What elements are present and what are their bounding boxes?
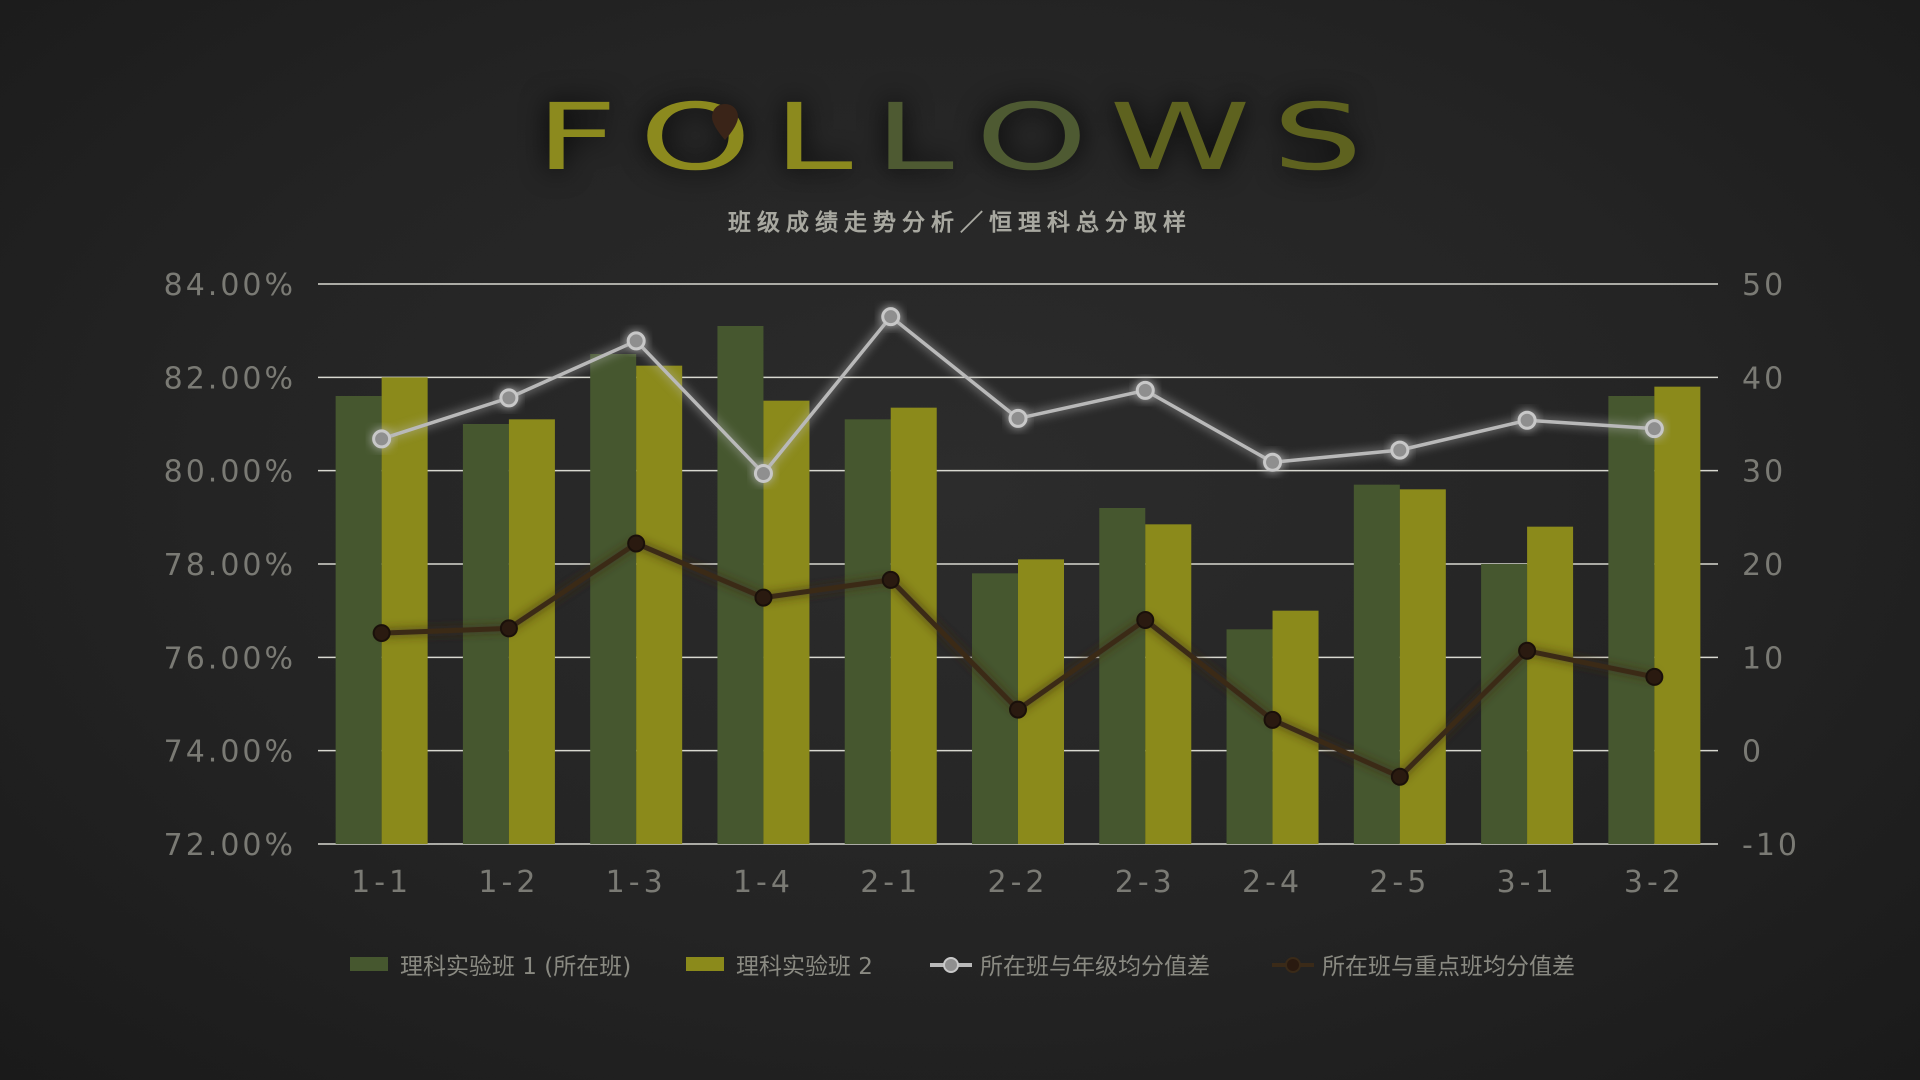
y-right-tick-label: 50 [1742,268,1786,303]
y-right-tick-label: 40 [1742,361,1786,396]
page-subtitle: 班级成绩走势分析／恒理科总分取样 [728,210,1192,236]
legend-label: 所在班与重点班均分值差 [1322,954,1575,980]
x-tick-label: 2-3 [1115,865,1176,900]
legend-marker [943,957,959,973]
x-tick-label: 3-2 [1624,865,1685,900]
bar [1527,526,1574,844]
y-left-tick-label: 80.00% [164,455,296,490]
line-point [753,463,773,483]
line-point [372,429,392,449]
line-point [1644,419,1664,439]
y-left-tick-label: 72.00% [164,828,296,863]
bar [381,377,428,844]
line-point [1135,380,1155,400]
legend-item: 理科实验班 1 (所在班) [350,954,631,980]
line-point [754,588,773,607]
line-point [881,570,900,589]
x-tick-label: 2-5 [1369,865,1430,900]
x-tick-label: 1-2 [478,865,539,900]
map-pin-icon [712,104,738,140]
y-left-tick-label: 76.00% [164,641,296,676]
bar [1353,484,1400,844]
line-point [1263,452,1283,472]
x-tick-label: 1-1 [351,865,412,900]
y-right-tick-label: 0 [1742,735,1764,770]
line-point [1645,667,1664,686]
y-right-tick-label: 30 [1742,455,1786,490]
line-point [499,388,519,408]
bar [717,326,764,844]
title-letter: S [1272,84,1385,191]
legend-swatch [350,957,388,971]
line-point [627,534,646,553]
x-tick-label: 2-4 [1242,865,1303,900]
bar [1399,489,1446,844]
bar [1099,508,1146,844]
bar [1226,629,1273,844]
series-line [381,314,1655,476]
bar [636,365,683,844]
line-point [626,331,646,351]
x-tick-label: 1-3 [606,865,667,900]
bar [1018,559,1064,844]
title-letter: L [773,84,875,191]
legend-item: 所在班与年级均分值差 [930,954,1210,980]
line-point [1390,767,1409,786]
bar [590,354,637,844]
line-point [1136,611,1155,629]
title-letter: W [1109,84,1273,191]
y-left-tick-label: 82.00% [164,361,296,396]
legend-item: 所在班与重点班均分值差 [1272,954,1575,980]
legend-item: 理科实验班 2 [686,954,873,980]
bar [1145,524,1192,844]
title-letter: F [535,84,640,191]
x-tick-label: 2-2 [988,865,1049,900]
bar [1272,610,1319,844]
legend-swatch [686,957,724,971]
legend-label: 理科实验班 1 (所在班) [400,954,631,980]
bar [335,396,382,844]
y-left-tick-label: 84.00% [164,268,296,303]
legend-label: 理科实验班 2 [736,954,873,980]
x-tick-label: 3-1 [1497,865,1558,900]
y-right-tick-label: 20 [1742,548,1786,583]
line-point [1263,710,1282,729]
line-point [372,624,391,643]
bar [890,407,937,844]
legend-marker [1285,957,1301,973]
bar [462,424,509,844]
bar [1608,396,1655,844]
line-point [1517,410,1537,430]
line-point [1008,408,1028,428]
title-letter: L [874,84,976,191]
line-point [499,619,518,638]
line-point [1390,440,1410,460]
line-point [1009,700,1027,719]
bar [1481,564,1528,844]
line-point [1518,641,1537,660]
x-tick-label: 1-4 [733,865,794,900]
y-left-tick-label: 74.00% [164,735,296,770]
y-right-tick-label: -10 [1742,828,1800,863]
bar [1654,386,1701,844]
bar [844,419,891,844]
title-letter: O [975,84,1110,191]
y-left-tick-label: 78.00% [164,548,296,583]
x-tick-label: 2-1 [860,865,921,900]
legend-label: 所在班与年级均分值差 [980,954,1210,980]
line-point [881,307,901,327]
y-right-tick-label: 10 [1742,641,1786,676]
